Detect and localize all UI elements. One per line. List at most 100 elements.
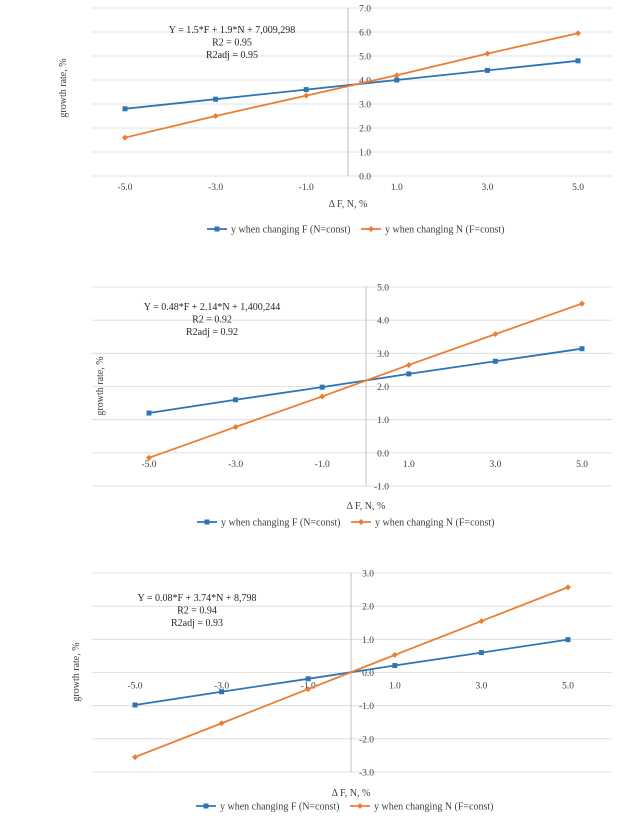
x-tick-label: 1.0 — [391, 183, 403, 193]
series-2-point — [232, 423, 239, 430]
x-tick-label: 5.0 — [576, 460, 588, 470]
chart-1: 0.01.02.03.04.05.06.07.0-5.0 -3.0 -1.0 1.0 3… — [58, 5, 612, 236]
y-tick-label: 5.0 — [359, 53, 371, 63]
x-tick-label: 3.0 — [481, 183, 493, 193]
series-1-point — [575, 58, 581, 64]
y-axis-title: growth rate, % — [58, 58, 69, 117]
series-2-point — [303, 92, 310, 99]
legend-marker-2 — [368, 226, 374, 232]
y-tick-label: 0.0 — [377, 449, 389, 459]
x-tick-label: 5.0 — [572, 183, 584, 193]
y-tick-label: 4.0 — [377, 317, 389, 327]
series-2-point — [492, 331, 499, 338]
legend-label-2: y when changing N (F=const) — [375, 518, 495, 529]
series-2-point — [146, 454, 152, 461]
x-axis-title: Δ F, N, % — [332, 788, 371, 799]
y-tick-label: 2.0 — [362, 603, 374, 613]
y-tick-label: 3.0 — [359, 101, 371, 111]
series-2-point — [393, 72, 400, 79]
x-tick-label: -5.0 — [127, 682, 142, 692]
regression-annotation: Y = 1.5*F + 1.9*N + 7,009,298 — [169, 25, 296, 36]
series-1-point — [406, 371, 412, 377]
y-tick-label: -2.0 — [359, 735, 374, 745]
y-tick-label: 3.0 — [377, 350, 389, 360]
series-2-point — [218, 720, 225, 727]
series-1-point — [484, 67, 490, 73]
chart-3: -3.0-2.0-1.00.01.02.03.0-5.0-3.0-1.01.03… — [71, 570, 612, 813]
series-2-point — [391, 651, 398, 658]
chart-2: -1.0 0.0 1.0 2.0 3.0 4.0 5.0 -5.0 -3.0 -1.0 1.0 3.0… — [92, 284, 612, 529]
series-1-point — [233, 397, 239, 403]
y-tick-label: -3.0 — [359, 769, 374, 779]
legend-marker-1 — [203, 803, 209, 809]
series-2-point — [132, 754, 138, 761]
series-2-point — [579, 300, 585, 307]
y-tick-label: -1.0 — [374, 483, 389, 493]
series-2-point — [405, 361, 412, 368]
series-2-point — [305, 686, 312, 693]
series-line-2 — [148, 302, 583, 459]
series-1-point — [492, 358, 498, 364]
y-tick-label: -1.0 — [359, 702, 374, 712]
x-tick-label: 1.0 — [403, 460, 415, 470]
series-1-point — [319, 384, 325, 390]
y-tick-label: 6.0 — [359, 29, 371, 39]
series-2-point — [565, 584, 571, 591]
legend-label-1: y when changing F (N=const) — [220, 802, 340, 813]
y-tick-label: 1.0 — [362, 636, 374, 646]
regression-annotation: R2adj = 0.92 — [186, 327, 238, 338]
series-2-point — [478, 618, 485, 625]
series-1-point — [303, 87, 309, 93]
legend-label-1: y when changing F (N=const) — [231, 225, 351, 236]
legend-label-2: y when changing N (F=const) — [374, 802, 494, 813]
y-tick-label: 2.0 — [359, 125, 371, 135]
x-tick-label: 1.0 — [389, 682, 401, 692]
series-1-point — [146, 410, 152, 416]
y-tick-label: 0.0 — [362, 669, 374, 679]
series-1-point — [394, 77, 400, 83]
series-1-point — [305, 676, 311, 682]
x-tick-label: -3.0 — [228, 460, 243, 470]
legend-marker-1 — [214, 226, 220, 232]
y-tick-label: 1.0 — [359, 149, 371, 159]
y-axis-title: growth rate, % — [71, 642, 82, 701]
series-line-2 — [124, 32, 579, 139]
regression-annotation: R2 = 0.92 — [192, 315, 232, 326]
x-tick-label: 3.0 — [489, 460, 501, 470]
legend-marker-1 — [204, 519, 210, 525]
series-1-point — [478, 650, 484, 656]
y-tick-label: 2.0 — [377, 383, 389, 393]
series-2-point — [484, 50, 491, 57]
series-1-point — [213, 96, 219, 102]
x-tick-label: 3.0 — [475, 682, 487, 692]
x-tick-label: -5.0 — [117, 183, 132, 193]
series-2-point — [122, 134, 128, 141]
y-tick-label: 7.0 — [359, 5, 371, 15]
series-1-point — [122, 106, 128, 112]
series-1-point — [392, 663, 398, 669]
regression-annotation: Y = 0.48*F + 2.14*N + 1,400,244 — [144, 302, 281, 313]
series-1-point — [219, 689, 225, 695]
series-1-point — [132, 702, 138, 708]
regression-annotation: R2 = 0.94 — [177, 606, 217, 617]
legend-label-2: y when changing N (F=const) — [385, 225, 505, 236]
series-1-point — [579, 346, 585, 352]
x-tick-label: -1.0 — [299, 183, 314, 193]
series-2-point — [212, 113, 219, 119]
x-axis-title: Δ F, N, % — [329, 199, 368, 210]
legend-marker-2 — [357, 803, 363, 809]
series-line-2 — [134, 586, 569, 758]
x-tick-label: 5.0 — [562, 682, 574, 692]
y-axis-title: growth rate, % — [95, 356, 106, 415]
y-tick-label: 3.0 — [362, 570, 374, 580]
x-tick-label: -5.0 — [141, 460, 156, 470]
x-tick-label: -1.0 — [315, 460, 330, 470]
legend-marker-2 — [358, 519, 364, 525]
legend-label-1: y when changing F (N=const) — [221, 518, 341, 529]
regression-annotation: Y = 0.08*F + 3.74*N + 8,798 — [137, 593, 256, 604]
series-2-point — [319, 393, 326, 400]
y-tick-label: 0.0 — [359, 173, 371, 183]
x-tick-label: -3.0 — [214, 682, 229, 692]
x-axis-title: Δ F, N, % — [347, 501, 386, 512]
